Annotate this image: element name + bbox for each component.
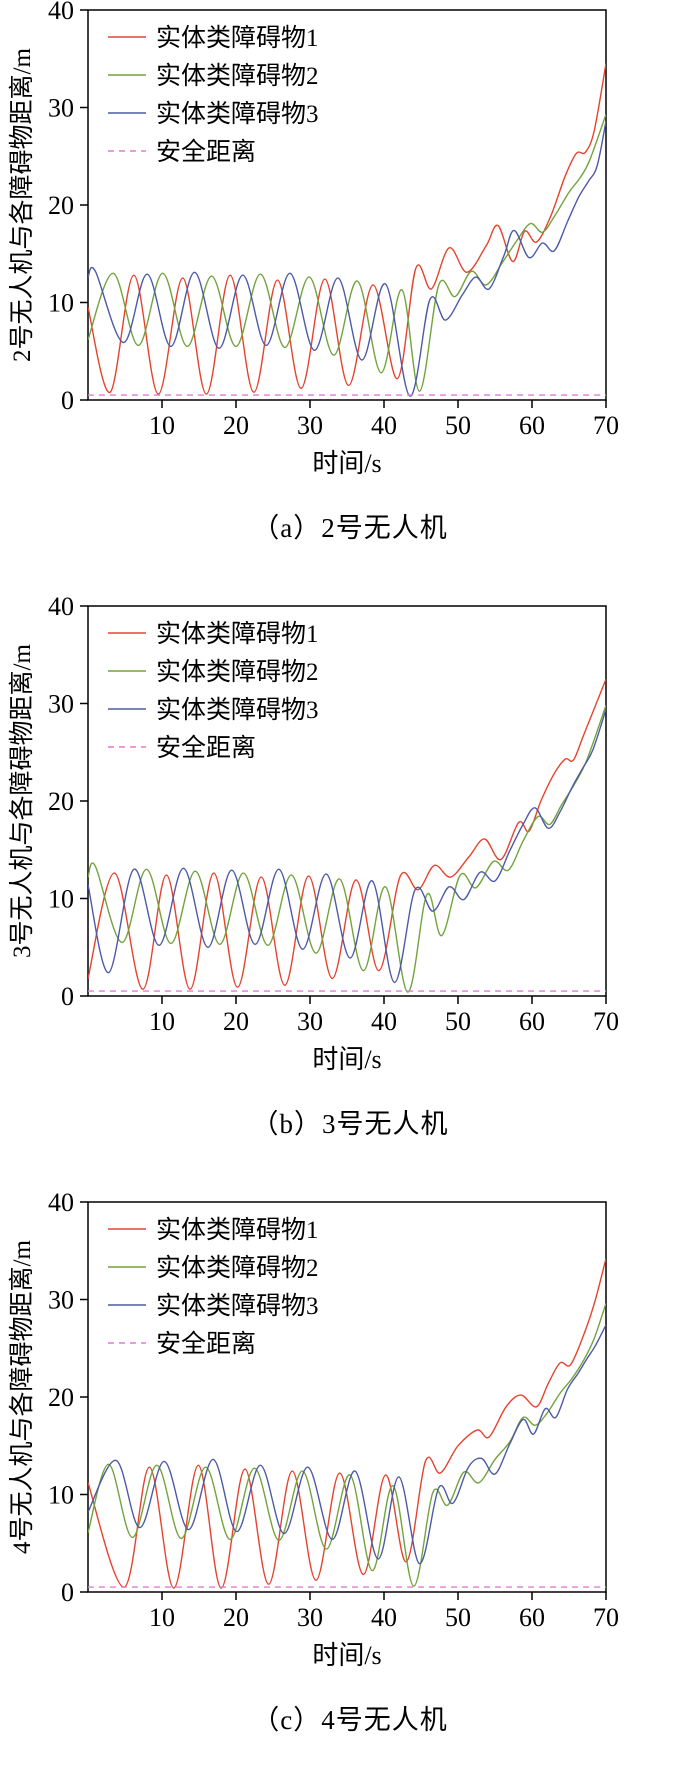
x-tick-label: 50 (445, 1603, 471, 1632)
x-tick-label: 40 (371, 1007, 397, 1036)
series-line-3 (88, 709, 606, 984)
x-tick-label: 20 (223, 1603, 249, 1632)
figure-uav4: 10 20 30 40 50 60 70 0 10 20 30 40 4号无人机与各障碍物距离/m 时间/… (0, 1192, 700, 1788)
chart-uav3-canvas: 10 20 30 40 50 60 70 0 10 20 30 40 3号无人机与各障碍物距离/m 时间/… (8, 596, 619, 1074)
x-axis-label: 时间/s (312, 1641, 381, 1670)
x-tick-label: 70 (593, 411, 619, 440)
legend-label-4: 安全距离 (156, 734, 256, 762)
y-axis-label: 2号无人机与各障碍物距离/m (8, 48, 36, 362)
series-line-2 (88, 1303, 606, 1587)
legend-label-4: 安全距离 (156, 1330, 256, 1358)
y-tick-label: 40 (48, 0, 74, 25)
series-line-3 (88, 1324, 606, 1565)
y-tick-label: 40 (48, 1192, 74, 1217)
x-tick-label: 30 (297, 1007, 323, 1036)
y-tick-label: 30 (48, 690, 74, 719)
legend-label-2: 实体类障碍物2 (156, 1254, 319, 1282)
y-tick-label: 30 (48, 94, 74, 123)
chart-uav2-canvas: 10 20 30 40 50 60 70 0 10 20 30 40 2号无人机与各障碍物距离/m 时间/… (8, 0, 619, 478)
x-tick-label: 60 (519, 411, 545, 440)
x-tick-label: 10 (149, 1007, 175, 1036)
y-tick-label: 0 (61, 982, 74, 1011)
x-tick-label: 10 (149, 1603, 175, 1632)
y-tick-label: 10 (48, 885, 74, 914)
legend-label-3: 实体类障碍物3 (156, 696, 319, 724)
legend-label-1: 实体类障碍物1 (156, 24, 319, 52)
x-tick-label: 30 (297, 1603, 323, 1632)
y-tick-label: 0 (61, 386, 74, 415)
legend-label-3: 实体类障碍物3 (156, 1292, 319, 1320)
series-line-1 (88, 678, 606, 990)
x-tick-label: 40 (371, 411, 397, 440)
x-tick-label: 40 (371, 1603, 397, 1632)
figure-uav3: 10 20 30 40 50 60 70 0 10 20 30 40 3号无人机与各障碍物距离/m 时间/… (0, 596, 700, 1192)
legend-label-1: 实体类障碍物1 (156, 620, 319, 648)
x-tick-label: 10 (149, 411, 175, 440)
chart-uav4-canvas: 10 20 30 40 50 60 70 0 10 20 30 40 4号无人机与各障碍物距离/m 时间/… (8, 1192, 619, 1670)
x-tick-label: 70 (593, 1603, 619, 1632)
legend-label-4: 安全距离 (156, 138, 256, 166)
x-tick-label: 20 (223, 1007, 249, 1036)
y-axis-label: 4号无人机与各障碍物距离/m (8, 1240, 36, 1554)
y-tick-label: 30 (48, 1286, 74, 1315)
legend-label-2: 实体类障碍物2 (156, 658, 319, 686)
figure-caption-c: （c）4号无人机 (252, 1705, 448, 1735)
x-axis-label: 时间/s (312, 449, 381, 478)
y-tick-label: 40 (48, 596, 74, 621)
y-tick-label: 0 (61, 1578, 74, 1607)
legend-label-1: 实体类障碍物1 (156, 1216, 319, 1244)
y-tick-label: 10 (48, 1481, 74, 1510)
x-tick-label: 60 (519, 1007, 545, 1036)
legend-label-2: 实体类障碍物2 (156, 62, 319, 90)
figure-caption-a: （a）2号无人机 (252, 513, 448, 543)
figure-caption-b: （b）3号无人机 (251, 1109, 449, 1139)
y-axis-label: 3号无人机与各障碍物距离/m (8, 644, 36, 958)
series-line-3 (88, 120, 606, 397)
figure-uav2: 10 20 30 40 50 60 70 0 10 20 30 40 2号无人机与各障碍物距离/m 时间/… (0, 0, 700, 596)
series-line-2 (88, 114, 606, 392)
legend-label-3: 实体类障碍物3 (156, 100, 319, 128)
y-tick-label: 20 (48, 787, 74, 816)
series-line-2 (88, 705, 606, 993)
x-tick-label: 30 (297, 411, 323, 440)
series-line-1 (88, 1258, 606, 1589)
x-tick-label: 50 (445, 411, 471, 440)
y-tick-label: 20 (48, 1383, 74, 1412)
y-tick-label: 10 (48, 289, 74, 318)
x-axis-label: 时间/s (312, 1045, 381, 1074)
x-tick-label: 50 (445, 1007, 471, 1036)
x-tick-label: 60 (519, 1603, 545, 1632)
x-tick-label: 20 (223, 411, 249, 440)
x-tick-label: 70 (593, 1007, 619, 1036)
y-tick-label: 20 (48, 191, 74, 220)
